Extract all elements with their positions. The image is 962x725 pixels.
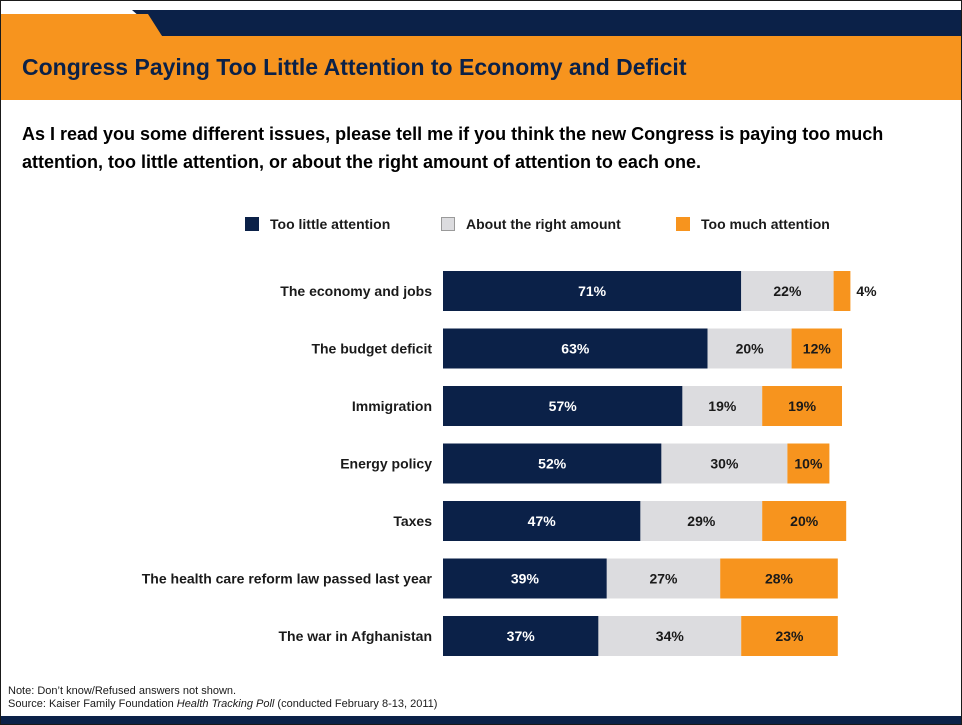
category-label: Immigration — [352, 398, 432, 414]
footnote: Note: Don’t know/Refused answers not sho… — [8, 685, 437, 711]
bar-segment-too-little — [443, 443, 662, 484]
data-label: 10% — [794, 456, 823, 472]
survey-question: As I read you some different issues, ple… — [22, 124, 884, 172]
bar-segment-too-much — [741, 616, 838, 656]
bar-segment-right-amount — [661, 443, 788, 484]
legend-swatch-right-amount — [441, 217, 455, 231]
bar-row: The budget deficit 63% 20% 12% — [311, 328, 842, 369]
bar-segment-too-much — [762, 501, 847, 541]
footnote-source-suffix: (conducted February 8-13, 2011) — [274, 698, 438, 710]
data-label: 19% — [708, 398, 737, 414]
category-label: The economy and jobs — [280, 283, 432, 299]
legend-item-too-little: Too little attention — [245, 212, 390, 236]
bar-segment-right-amount — [682, 386, 763, 426]
bar-segment-too-little — [443, 386, 683, 426]
data-label: 23% — [775, 628, 804, 644]
bar-segment-too-much — [762, 386, 842, 426]
data-label: 34% — [656, 628, 685, 644]
bar-segment-right-amount — [741, 271, 834, 311]
bar-segment-too-little — [443, 271, 742, 311]
category-label: The budget deficit — [311, 341, 432, 357]
data-label: 30% — [710, 456, 739, 472]
data-label: 19% — [788, 398, 817, 414]
header-orange-tab — [0, 14, 162, 36]
category-label: Taxes — [393, 513, 432, 529]
footnote-source-prefix: Source: Kaiser Family Foundation — [8, 698, 177, 710]
data-label: 52% — [538, 456, 567, 472]
bar-segment-too-little — [443, 558, 607, 599]
bar-row: Immigration 57% 19% 19% — [352, 386, 842, 426]
bar-segment-too-little — [443, 328, 708, 369]
bar-segment-right-amount — [606, 558, 721, 599]
data-label: 4% — [856, 283, 877, 299]
data-label: 12% — [803, 341, 832, 357]
bar-segment-right-amount — [640, 501, 763, 541]
bar-segment-too-much — [787, 443, 830, 484]
category-label: Energy policy — [340, 456, 432, 472]
bar-segment-too-much — [791, 328, 842, 369]
header-navy-stripe — [132, 10, 962, 36]
data-label: 29% — [687, 513, 716, 529]
footnote-note: Note: Don’t know/Refused answers not sho… — [8, 685, 237, 697]
data-label: 20% — [736, 341, 765, 357]
data-label: 57% — [549, 398, 578, 414]
bar-segment-right-amount — [598, 616, 742, 656]
legend-label-right-amount: About the right amount — [466, 216, 621, 232]
category-label: The war in Afghanistan — [279, 628, 433, 644]
data-label: 27% — [649, 571, 678, 587]
bar-segment-right-amount — [707, 328, 792, 369]
title-bar — [0, 36, 962, 100]
bar-row: Energy policy 52% 30% 10% — [340, 443, 830, 484]
bar-row: The war in Afghanistan 37% 34% 23% — [279, 616, 838, 656]
data-label: 39% — [511, 571, 540, 587]
data-label: 71% — [578, 283, 607, 299]
header-band — [0, 0, 962, 36]
bar-row: The economy and jobs 71% 22% 4% — [280, 271, 877, 311]
page-title: Congress Paying Too Little Attention to … — [22, 54, 687, 80]
data-label: 28% — [765, 571, 794, 587]
bar-row: The health care reform law passed last y… — [142, 558, 838, 599]
footnote-source-title: Health Tracking Poll — [176, 698, 275, 710]
legend-label-too-much: Too much attention — [701, 216, 830, 232]
legend-swatch-too-much — [676, 217, 690, 231]
data-label: 20% — [790, 513, 819, 529]
data-label: 63% — [561, 341, 590, 357]
bottom-bar — [0, 716, 962, 725]
legend-item-too-much: Too much attention — [676, 212, 830, 236]
bar-segment-too-much — [833, 271, 851, 311]
chart-legend: Too little attention About the right amo… — [0, 212, 962, 236]
legend-label-too-little: Too little attention — [270, 216, 391, 232]
legend-swatch-too-little — [245, 217, 259, 231]
category-label: The health care reform law passed last y… — [142, 571, 433, 587]
footnote-source: Source: Kaiser Family Foundation Health … — [8, 698, 437, 711]
bar-row: Taxes 47% 29% 20% — [393, 501, 847, 541]
data-label: 22% — [773, 283, 802, 299]
data-label: 37% — [507, 628, 536, 644]
legend-item-right-amount: About the right amount — [441, 212, 621, 236]
bar-segment-too-much — [720, 558, 838, 599]
data-label: 47% — [528, 513, 557, 529]
bar-segment-too-little — [443, 616, 599, 656]
bar-segment-too-little — [443, 501, 641, 541]
